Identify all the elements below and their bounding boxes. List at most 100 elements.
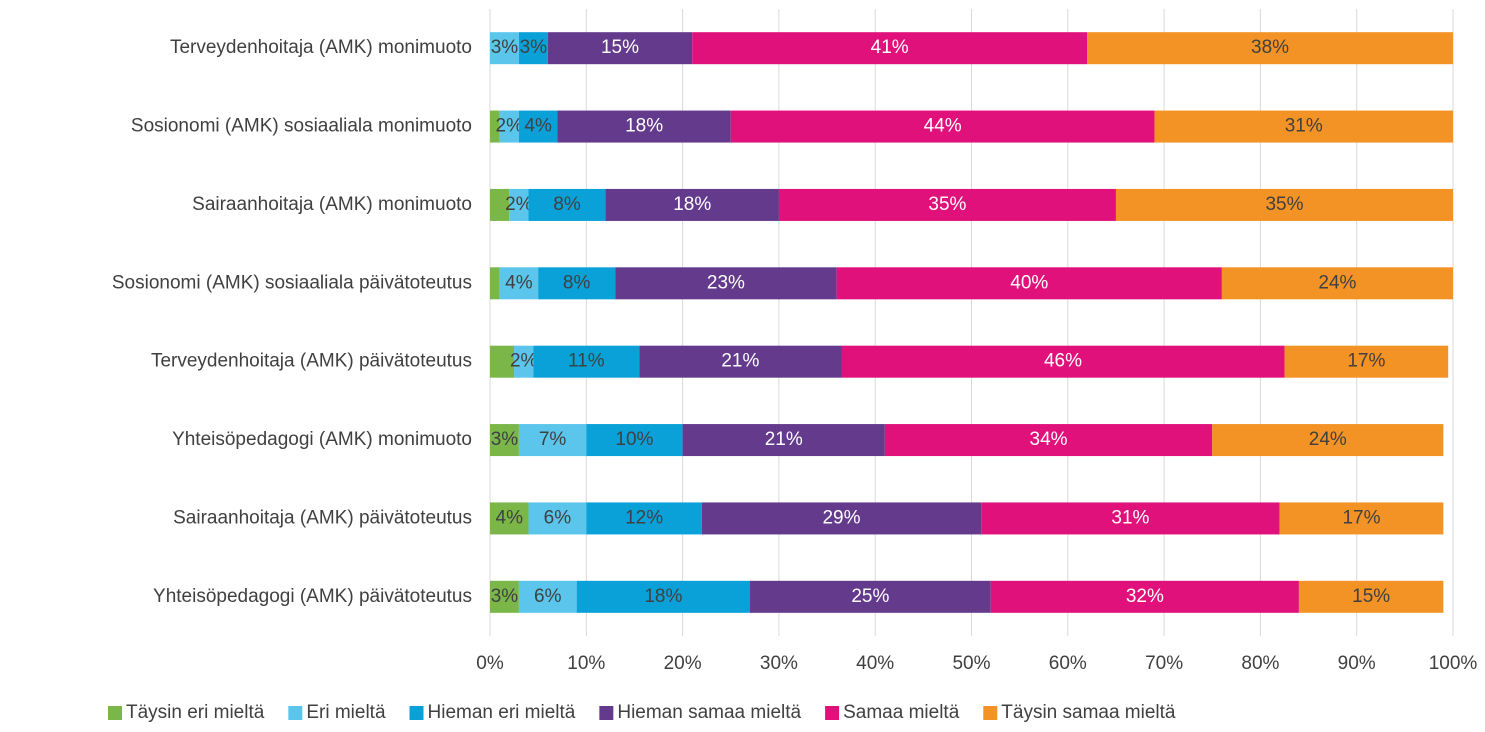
data-label: 11% [568,351,605,372]
data-label: 6% [534,586,562,607]
bar-segment [538,267,616,300]
legend-label: Hieman samaa mieltä [617,702,801,723]
data-label: 31% [1285,116,1323,137]
data-label: 38% [1251,37,1289,58]
y-tick-label: Yhteisöpedagogi (AMK) päivätoteutus [153,586,472,607]
data-label: 34% [1030,429,1068,450]
x-tick-label: 100% [1429,653,1478,674]
bar-segment [490,502,529,535]
bar-segment [615,267,837,300]
data-label: 17% [1347,351,1385,372]
data-label: 8% [553,194,581,215]
legend-swatch [288,706,303,720]
data-label: 3% [491,37,519,58]
bar-segment [490,188,510,221]
data-label: 46% [1044,351,1082,372]
data-label: 44% [924,116,962,137]
bar-segment [490,267,500,300]
data-label: 3% [491,429,519,450]
data-label: 10% [615,429,653,450]
data-label: 29% [822,507,860,528]
bar-segment [1284,345,1449,378]
legend-label: Eri mieltä [306,702,386,723]
data-label: 3% [520,37,548,58]
y-tick-label: Sairaanhoitaja (AMK) päivätoteutus [173,507,472,528]
y-tick-label: Sosionomi (AMK) sosiaaliala päivätoteutu… [112,272,472,293]
bar-segment [884,424,1213,457]
bar-segment [586,424,683,457]
data-label: 24% [1318,272,1356,293]
data-label: 8% [563,272,591,293]
data-label: 3% [491,586,519,607]
bar-segment [1087,32,1453,65]
x-tick-label: 80% [1241,653,1279,674]
bar-segment [605,188,779,221]
bar-segment [639,345,842,378]
bar-segment [701,502,982,535]
x-tick-label: 20% [664,653,702,674]
data-label: 4% [524,116,552,137]
bar-segment [528,502,587,535]
legend-swatch [825,706,840,720]
y-tick-label: Sosionomi (AMK) sosiaaliala monimuoto [131,116,472,137]
bar-segment [490,110,500,143]
x-tick-label: 30% [760,653,798,674]
bar-segment [981,502,1280,535]
bar-segment [1221,267,1453,300]
bar-segment [586,502,702,535]
bar-segment [841,345,1285,378]
x-tick-label: 10% [567,653,605,674]
data-label: 4% [496,507,524,528]
data-label: 2% [505,194,533,215]
data-label: 35% [928,194,966,215]
legend-swatch [983,706,998,720]
y-tick-label: Terveydenhoitaja (AMK) päivätoteutus [151,351,472,372]
y-tick-label: Yhteisöpedagogi (AMK) monimuoto [172,429,472,450]
bar-segment [518,110,558,143]
data-label: 35% [1265,194,1303,215]
y-tick-label: Sairaanhoitaja (AMK) monimuoto [192,194,472,215]
data-label: 12% [625,507,663,528]
bar-segment [750,580,991,613]
bar-segment [509,188,529,221]
bar-segment [518,580,577,613]
x-tick-label: 50% [952,653,990,674]
x-tick-label: 40% [856,653,894,674]
data-label: 21% [721,351,759,372]
bar-segment [490,424,519,457]
data-label: 6% [544,507,572,528]
bar-segment [1115,188,1453,221]
data-label: 7% [539,429,567,450]
data-label: 41% [871,37,909,58]
data-label: 31% [1111,507,1149,528]
x-tick-label: 0% [476,653,504,674]
legend-swatch [409,706,424,720]
x-tick-label: 60% [1049,653,1087,674]
bar-segment [1154,110,1453,143]
bar-segment [557,110,731,143]
bar-segment [1298,580,1444,613]
bar-segment [1279,502,1444,535]
bar-segment [528,188,606,221]
data-label: 18% [625,116,663,137]
data-label: 15% [1352,586,1390,607]
bar-segment [730,110,1155,143]
bar-segment [490,345,515,378]
bar-segment [576,580,751,613]
bar-segment [692,32,1088,65]
bar-segment [836,267,1222,300]
data-label: 2% [510,351,538,372]
data-label: 4% [505,272,533,293]
x-tick-label: 70% [1145,653,1183,674]
bar-segment [499,267,539,300]
legend-swatch [599,706,614,720]
data-label: 21% [765,429,803,450]
data-label: 17% [1342,507,1380,528]
data-label: 40% [1010,272,1048,293]
data-label: 23% [707,272,745,293]
bar-segment [682,424,885,457]
data-label: 18% [673,194,711,215]
bar-segment [490,580,519,613]
legend-swatch [108,706,122,720]
